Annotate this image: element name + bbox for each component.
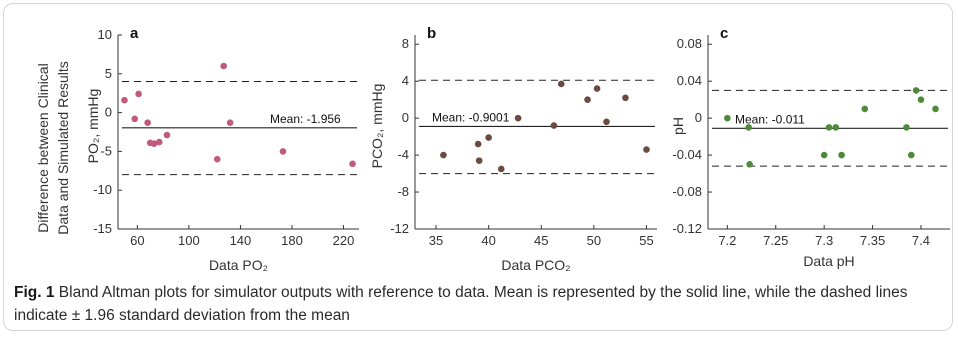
y-tick-label: 0 <box>695 110 702 125</box>
y-tick-label: -15 <box>93 221 112 236</box>
data-point <box>903 124 910 131</box>
data-point <box>745 124 752 131</box>
x-tick-label: 40 <box>481 233 495 248</box>
data-point <box>144 119 151 126</box>
y-tick-label: 0 <box>105 105 112 120</box>
x-axis-label: Data PCO₂ <box>501 257 570 273</box>
data-point <box>226 119 234 126</box>
data-point <box>861 105 869 113</box>
panel-letter: a <box>130 25 139 42</box>
y-tick-label: -8 <box>397 184 409 199</box>
x-tick-label: 45 <box>534 233 548 248</box>
panels: -15 -10 -5 0 5 10 60 100 140 180 220 Mean: -1.956 a D… <box>85 25 950 273</box>
y-tick-label: -12 <box>390 221 409 236</box>
x-tick-label: 7.25 <box>763 233 788 248</box>
data-point <box>622 94 629 102</box>
figure-caption: Fig. 1 Bland Altman plots for simulator … <box>14 281 944 327</box>
y-axis-label: pH <box>670 117 686 135</box>
x-tick-label: 50 <box>587 233 601 248</box>
x-tick-label: 55 <box>639 233 653 248</box>
caption-text: Bland Altman plots for simulator outputs… <box>14 284 908 324</box>
mean-label: Mean: -0.9001 <box>432 110 510 124</box>
data-point <box>550 122 558 129</box>
y-tick-label: 0.04 <box>677 73 702 88</box>
y-axis-label: PO₂, mmHg <box>85 89 101 164</box>
data-point <box>135 90 142 98</box>
data-point <box>825 124 833 131</box>
y-tick-label: -4 <box>397 147 409 162</box>
data-point <box>213 155 221 163</box>
data-point <box>150 140 158 147</box>
data-point <box>917 96 925 103</box>
data-point <box>724 114 731 122</box>
x-tick-label: 7.35 <box>860 233 885 248</box>
data-point <box>220 62 227 70</box>
caption-label: Fig. 1 <box>14 284 55 301</box>
x-axis-label: Data pH <box>803 253 854 269</box>
data-point <box>820 151 828 159</box>
data-point <box>279 148 287 155</box>
data-point <box>838 151 845 159</box>
data-point <box>832 124 840 131</box>
mean-label: Mean: -1.956 <box>270 112 341 126</box>
data-point <box>475 157 483 164</box>
x-tick-label: 7.2 <box>718 233 736 248</box>
data-point <box>497 165 505 173</box>
data-point <box>349 160 356 168</box>
x-tick-label: 35 <box>429 233 443 248</box>
y-tick-label: -10 <box>93 182 112 197</box>
x-tick-label: 180 <box>281 233 303 248</box>
panel-a: -15 -10 -5 0 5 10 60 100 140 180 220 Mean: -1.956 a D… <box>85 25 359 273</box>
panel-c: -0.12 -0.08 -0.04 0 0.04 0.08 7.2 7.25 7.3 7.35 7.… <box>670 25 950 269</box>
shared-ylabel-line1: Difference between Clinical <box>35 63 51 232</box>
shared-ylabel-2: Data and Simulated Results <box>55 61 71 235</box>
y-tick-label: -5 <box>100 143 112 158</box>
panel-letter: b <box>427 25 436 42</box>
x-tick-label: 220 <box>333 233 355 248</box>
y-tick-label: 0.08 <box>677 36 702 51</box>
data-point <box>474 140 482 148</box>
y-tick-label: 10 <box>98 27 112 42</box>
data-point <box>121 96 128 104</box>
x-tick-label: 140 <box>230 233 252 248</box>
data-point <box>593 85 601 92</box>
data-point <box>440 151 447 159</box>
data-point <box>907 151 915 159</box>
data-point <box>584 96 591 103</box>
data-point <box>603 118 610 126</box>
data-point <box>485 134 492 141</box>
figure-plots: Difference between Clinical Data and Sim… <box>35 25 950 273</box>
x-tick-label: 100 <box>178 233 200 248</box>
y-tick-label: 8 <box>402 36 409 51</box>
data-point <box>155 138 163 146</box>
data-point <box>643 146 650 153</box>
y-tick-label: -0.12 <box>672 221 702 236</box>
panel-letter: c <box>720 25 728 42</box>
y-tick-label: 4 <box>402 73 409 88</box>
x-tick-label: 7.3 <box>815 233 833 248</box>
y-tick-label: 0 <box>402 110 409 125</box>
y-tick-label: -0.08 <box>672 184 702 199</box>
data-point <box>932 105 939 113</box>
y-tick-label: 5 <box>105 66 112 81</box>
data-point <box>912 87 920 94</box>
data-point <box>163 131 171 139</box>
data-point <box>557 80 565 88</box>
figure-frame <box>3 3 953 331</box>
data-point <box>746 161 753 168</box>
shared-ylabel-line2: Data and Simulated Results <box>55 61 71 235</box>
shared-ylabel: Difference between Clinical <box>35 63 51 232</box>
data-point <box>514 114 522 122</box>
panel-b: -12 -8 -4 0 4 8 35 40 45 50 55 Mean: -0.9001 b Data P… <box>369 25 657 273</box>
x-axis-label: Data PO₂ <box>209 257 268 273</box>
mean-label: Mean: -0.011 <box>735 112 805 126</box>
x-tick-label: 7.4 <box>912 233 930 248</box>
x-tick-label: 60 <box>130 233 144 248</box>
y-axis-label: PCO₂, mmHg <box>369 84 385 169</box>
y-tick-label: -0.04 <box>672 147 702 162</box>
data-point <box>131 115 139 123</box>
